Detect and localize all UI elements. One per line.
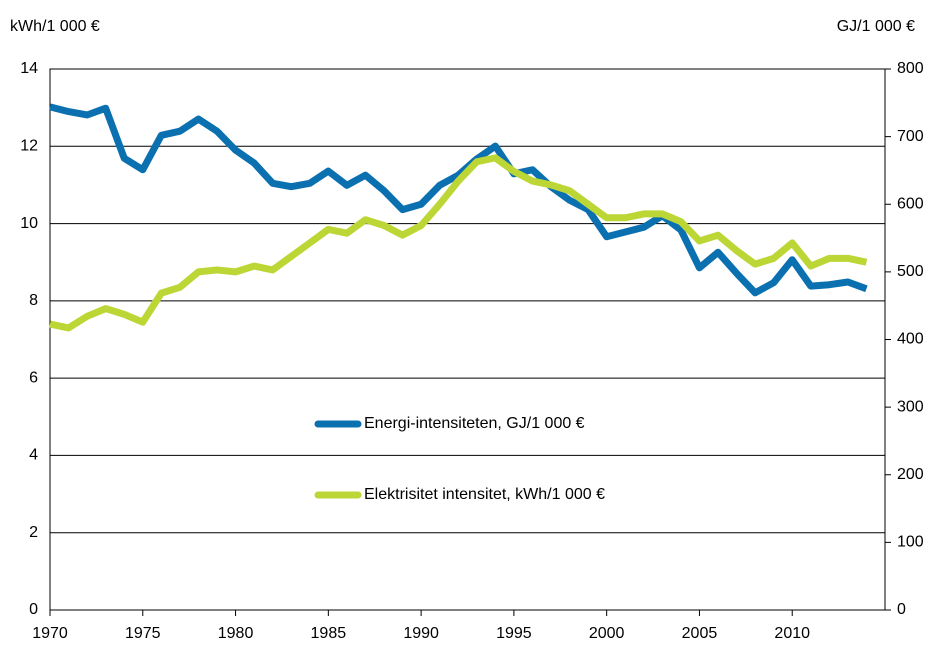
x-tick-label: 1995	[496, 625, 532, 642]
y-tick-label: 10	[20, 215, 38, 232]
x-tick-label: 2010	[774, 625, 810, 642]
y2-tick-label: 400	[897, 331, 924, 348]
x-tick-label: 1985	[311, 625, 347, 642]
plot-frame	[49, 68, 886, 611]
y2-tick-label: 100	[897, 534, 924, 551]
y2-tick-label: 500	[897, 263, 924, 280]
y-axis-title: kWh/1 000 €	[10, 18, 100, 35]
x-tick-label: 1980	[218, 625, 254, 642]
y2-tick-label: 800	[897, 60, 924, 77]
x-tick-label: 1990	[403, 625, 439, 642]
y-tick-label: 8	[29, 292, 38, 309]
y-tick-label: 0	[29, 601, 38, 618]
y-tick-label: 12	[20, 138, 38, 155]
y2-tick-label: 600	[897, 195, 924, 212]
y-tick-label: 2	[29, 524, 38, 541]
y2-tick-label: 300	[897, 398, 924, 415]
y2-tick-label: 700	[897, 128, 924, 145]
x-tick-label: 1975	[125, 625, 161, 642]
series-line	[49, 103, 868, 297]
x-tick-label: 1970	[32, 625, 68, 642]
y2-tick-label: 0	[897, 601, 906, 618]
series-line	[49, 154, 868, 332]
y2-tick-label: 200	[897, 466, 924, 483]
x-tick-label: 2000	[589, 625, 625, 642]
x-tick-label: 2005	[682, 625, 718, 642]
y-tick-label: 4	[29, 447, 38, 464]
y2-axis-title: GJ/1 000 €	[837, 18, 915, 35]
legend-label: Energi-intensiteten, GJ/1 000 €	[364, 415, 585, 432]
y-tick-label: 6	[29, 369, 38, 386]
legend-label: Elektrisitet intensitet, kWh/1 000 €	[364, 486, 605, 503]
y-tick-label: 14	[20, 60, 38, 77]
